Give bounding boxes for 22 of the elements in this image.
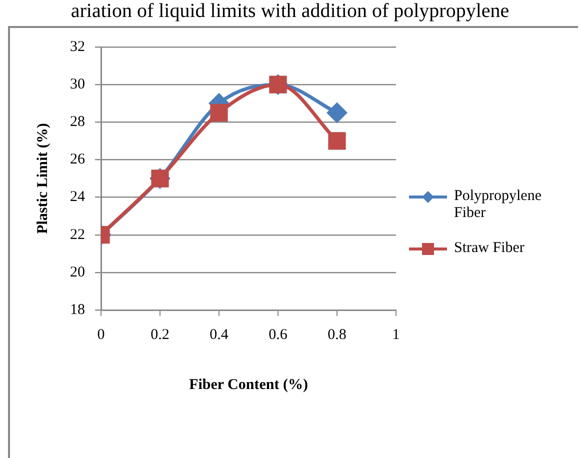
x-tick-label: 0.6 (268, 326, 288, 343)
y-axis-title: Plastic Limit (%) (34, 123, 51, 234)
y-tick-label: 28 (70, 114, 85, 130)
x-axis-title: Fiber Content (%) (189, 376, 308, 393)
legend-label: Straw Fiber (454, 240, 524, 257)
y-tick-label: 26 (70, 152, 86, 168)
y-tick-label: 22 (70, 226, 85, 243)
y-tick-label: 18 (70, 302, 85, 318)
y-tick-label: 20 (70, 264, 85, 280)
x-tick-label: 0 (97, 326, 105, 343)
point (328, 132, 346, 150)
legend-label: Polypropylene Fiber (454, 188, 542, 222)
x-tick-label: 0.8 (328, 326, 346, 343)
y-tick-label: 24 (70, 189, 86, 206)
x-tick-label: 0.4 (210, 326, 229, 343)
point (327, 103, 347, 122)
y-tick-label: 32 (70, 38, 85, 55)
point (210, 104, 228, 122)
y-tick-label: 30 (70, 76, 85, 93)
chart-title: ariation of liquid limits with addition of polypropylene (70, 0, 510, 23)
x-tick-label: 0.2 (150, 326, 170, 343)
x-tick-label: 1 (392, 326, 400, 343)
